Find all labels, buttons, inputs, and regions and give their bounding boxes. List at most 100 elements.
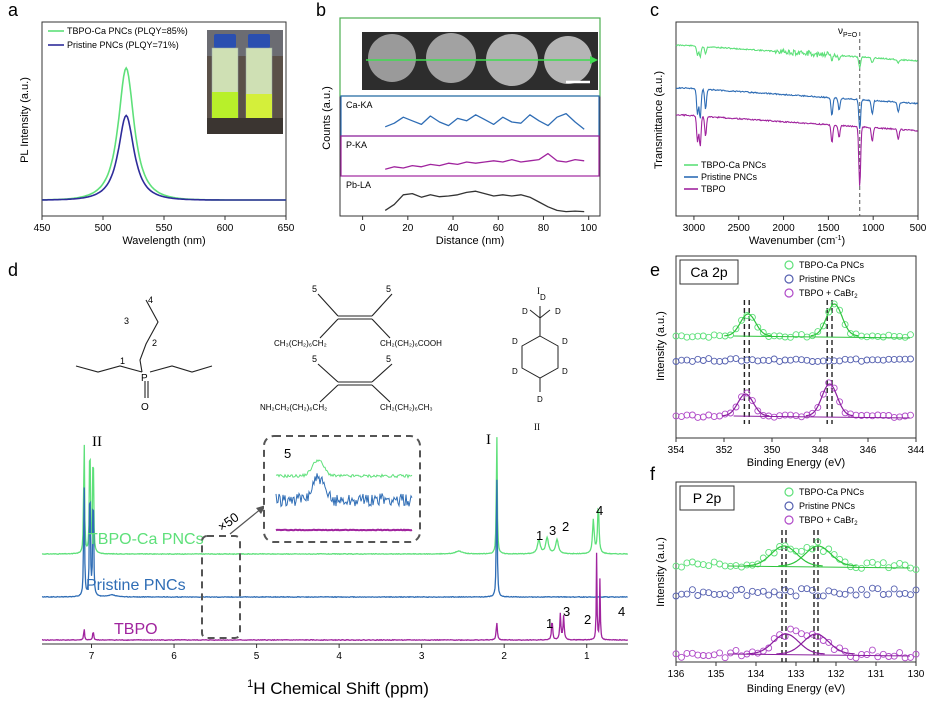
e-point-0 (672, 332, 680, 340)
e-point-0 (683, 333, 691, 341)
e-point-2 (863, 411, 871, 419)
e-point-2 (901, 412, 909, 420)
eds-line-1 (385, 152, 585, 170)
c-tick-label-3: 1500 (817, 223, 840, 234)
inset-peak-label: 5 (284, 446, 291, 461)
f-tick-label-0: 136 (668, 669, 685, 680)
e-point-1 (863, 356, 871, 364)
e-point-0 (808, 332, 816, 340)
e-point-0 (792, 331, 800, 339)
e-point-0 (738, 316, 745, 324)
vial-right-solution (246, 94, 272, 118)
e-point-0 (732, 325, 740, 333)
f-point-1 (716, 590, 724, 598)
e-point-2 (825, 379, 833, 387)
f-point-1 (770, 588, 778, 596)
x-axis-e: 354 352 350 348 346 344 (668, 438, 925, 456)
e-tick-label-0: 354 (668, 445, 685, 456)
inset-line-2 (275, 528, 413, 532)
e-point-0 (874, 333, 882, 340)
e-point-0 (858, 332, 865, 340)
carbon-label-1: 1 (120, 356, 125, 366)
e-point-1 (885, 355, 893, 363)
olefin-label-5b: 5 (386, 284, 391, 294)
e-point-0 (748, 313, 756, 321)
legend-label-e2: TBPO + CaBr2 (799, 288, 858, 300)
peak-label-3-bottom: 3 (563, 604, 570, 619)
panel-letter-f: f (650, 464, 656, 484)
e-point-0 (890, 332, 898, 340)
e-tick-label-1: 352 (716, 445, 733, 456)
eds-line-2 (384, 190, 585, 213)
x-axis-label-b: Distance (nm) (436, 235, 504, 247)
deuterium-5: D (512, 337, 518, 346)
f-point-1 (841, 590, 849, 598)
x-axis-label-d: 1H Chemical Shift (ppm) (247, 678, 429, 698)
a-tick-label-4: 650 (278, 223, 295, 234)
panel-b: b Ca-KA P-KA Pb-LA 0 20 40 60 80 100 Distance… (316, 0, 601, 247)
f-point-1 (754, 589, 762, 597)
a-tick-label-3: 600 (217, 223, 234, 234)
e-tick-label-5: 344 (908, 445, 925, 456)
f-point-1 (863, 591, 871, 599)
ftir-line-0 (675, 44, 918, 70)
element-box-f (679, 485, 735, 511)
pl-curve-1 (42, 114, 286, 201)
zoom-inset (263, 435, 421, 543)
f-baseline-0 (727, 565, 911, 569)
ftir-line-2 (675, 113, 918, 186)
e-point-2 (754, 407, 762, 415)
c-tick-label-4: 1000 (862, 223, 885, 234)
b-tick-label-0: 0 (360, 223, 366, 234)
x-axis-c: 3000 2500 2000 1500 1000 500 (683, 216, 927, 234)
panel-letter-d: d (8, 260, 18, 280)
f-point-2 (858, 650, 865, 658)
f-point-2 (716, 649, 724, 657)
carbon-label-4: 4 (148, 295, 153, 305)
f-point-1 (699, 588, 707, 596)
e-point-2 (727, 409, 734, 417)
ligand-structures (317, 293, 393, 403)
d-tick-label-3: 4 (336, 651, 342, 662)
e-tick-label-4: 346 (860, 445, 877, 456)
e-point-2 (792, 412, 800, 420)
e-point-1 (705, 355, 713, 363)
panel-letter-e: e (650, 260, 660, 280)
f-point-2 (732, 646, 740, 654)
f-point-1 (836, 590, 844, 598)
series-e (672, 300, 914, 424)
f-point-2 (694, 651, 702, 659)
series-label-pristine: Pristine PNCs (86, 577, 186, 594)
f-point-2 (874, 653, 882, 661)
toluene-label-II: II (534, 422, 540, 432)
legend-c: TBPO-Ca PNCs Pristine PNCs TBPO (684, 160, 767, 194)
f-point-1 (858, 585, 865, 593)
e-point-1 (852, 355, 860, 363)
f-point-2 (792, 627, 800, 635)
c-tick-label-2: 2000 (772, 223, 795, 234)
f-point-2 (825, 638, 833, 646)
zoom-region-box (201, 535, 241, 639)
f-point-1 (907, 591, 914, 599)
plot-frame-c (675, 21, 919, 217)
e-point-2 (819, 390, 827, 398)
e-tick-label-3: 348 (812, 445, 829, 456)
y-axis-label-b: Counts (a.u.) (321, 86, 333, 150)
legend-label-e0: TBPO-Ca PNCs (799, 260, 865, 270)
nmr-spectra (41, 437, 629, 642)
e-point-0 (705, 333, 713, 341)
legend-label-a0: TBPO-Ca PNCs (PLQY=85%) (67, 26, 188, 36)
e-point-2 (907, 411, 914, 419)
f-point-1 (792, 592, 800, 600)
toluene-d8-structure (521, 306, 559, 392)
x-axis-label-f: Binding Energy (eV) (747, 683, 845, 695)
f-point-1 (879, 591, 887, 598)
e-point-0 (759, 329, 767, 336)
f-point-2 (885, 653, 893, 660)
peak-label-1-bottom: 1 (546, 616, 553, 631)
e-point-1 (808, 358, 816, 365)
deuterium-6: D (512, 367, 518, 376)
f-point-1 (874, 585, 882, 593)
d-tick-label-4: 3 (419, 651, 425, 662)
